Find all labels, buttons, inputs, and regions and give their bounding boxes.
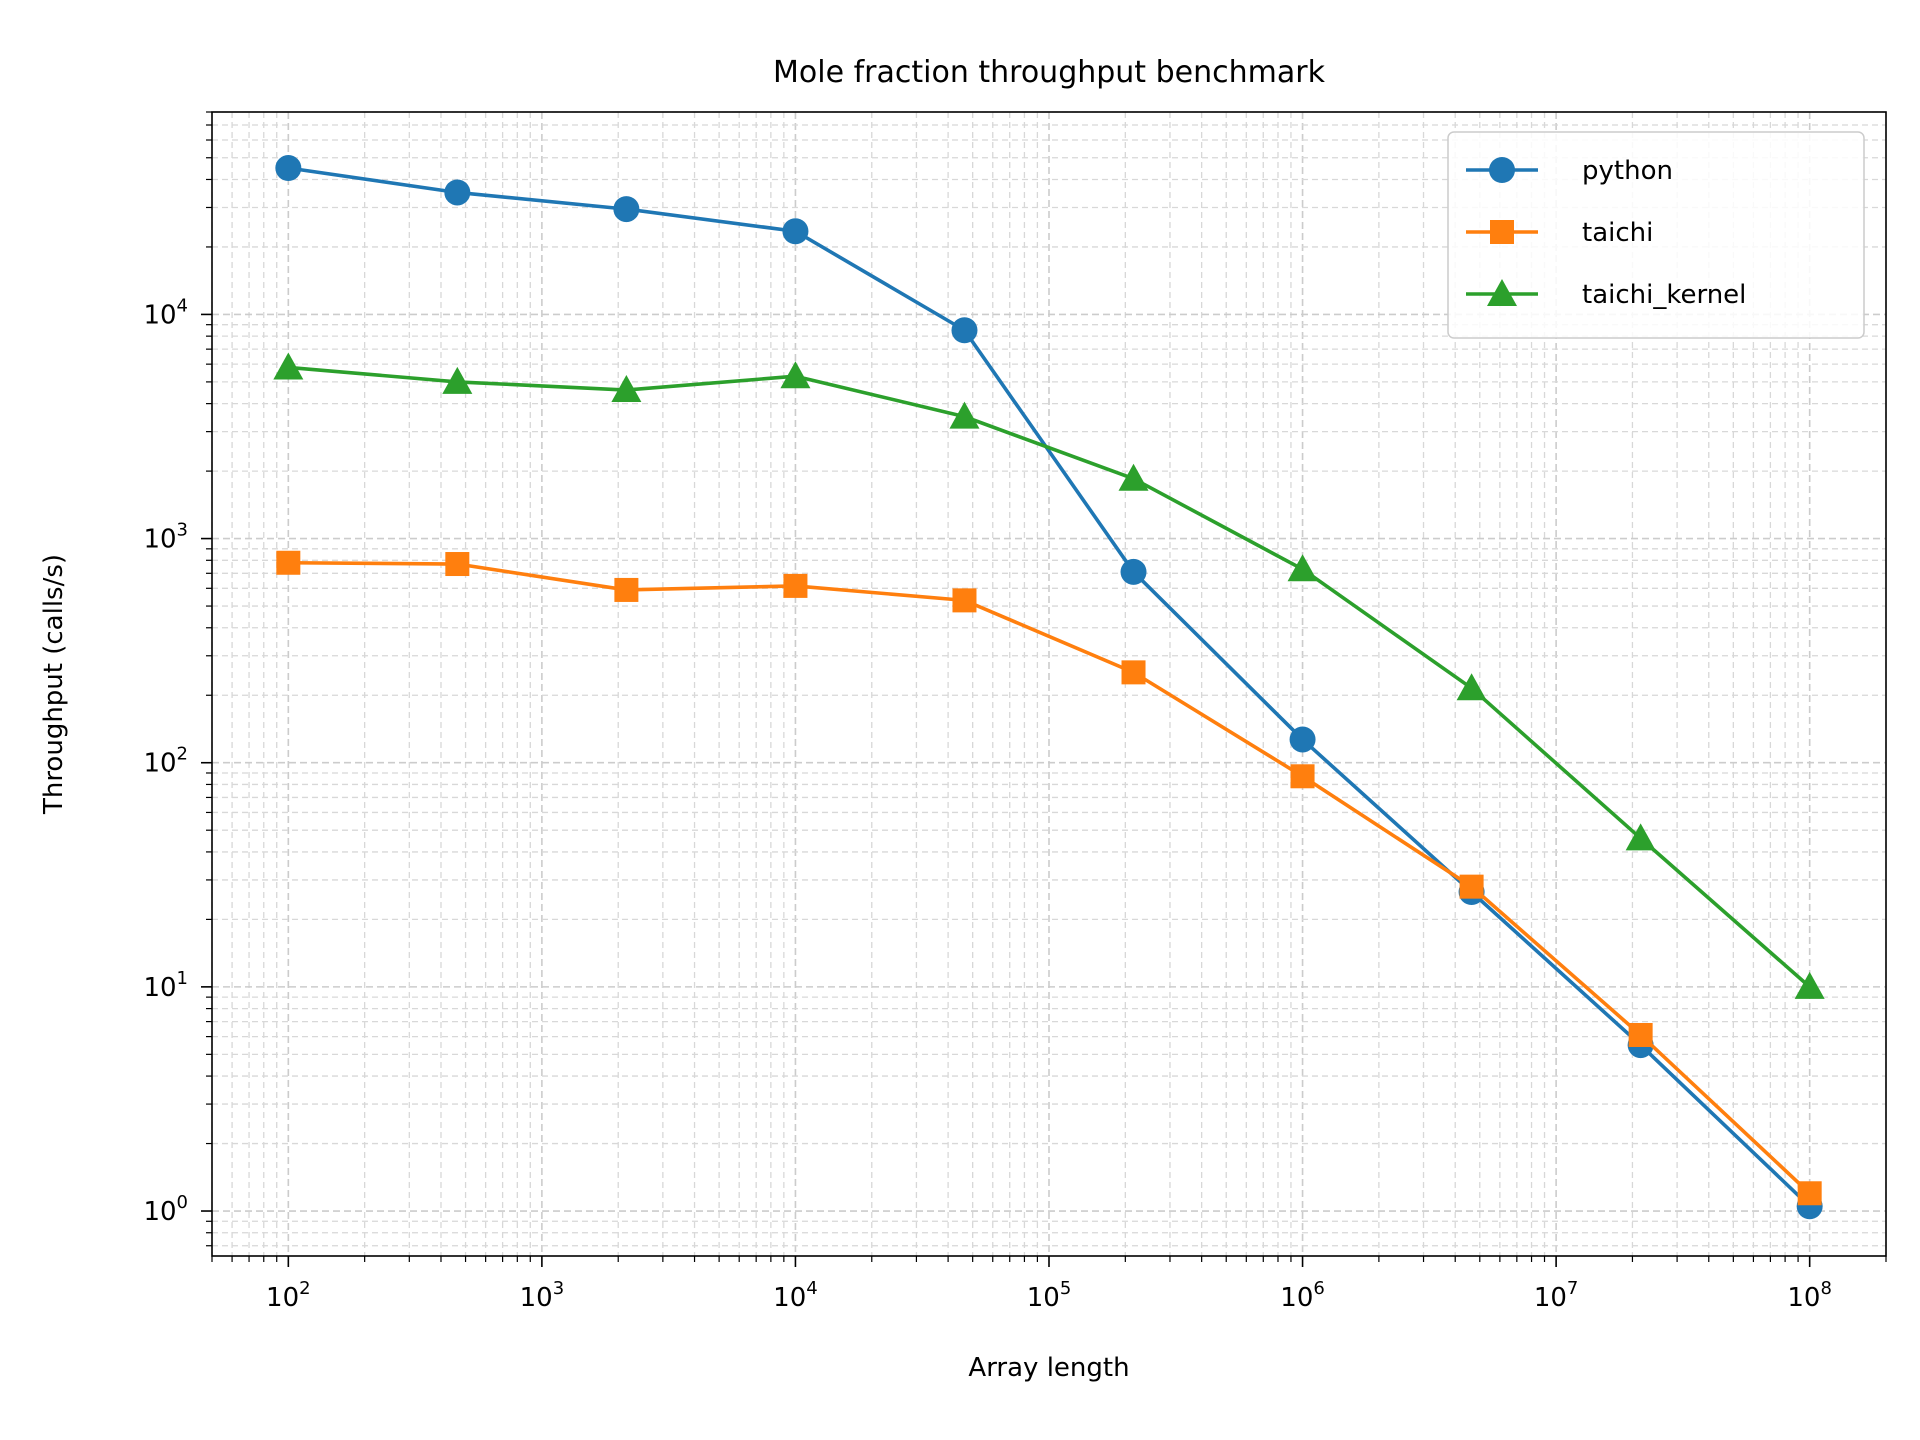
data-point <box>613 196 640 223</box>
data-point <box>1456 673 1487 701</box>
data-point <box>276 550 301 575</box>
data-point <box>1287 554 1318 582</box>
x-tick-label: 102 <box>266 1278 311 1313</box>
legend-item-python: python <box>1466 156 1673 186</box>
legend-marker <box>1490 220 1514 244</box>
data-point <box>1625 823 1656 851</box>
data-point <box>1289 726 1316 753</box>
legend-label: python <box>1582 156 1673 186</box>
legend-box <box>1447 131 1865 339</box>
data-point <box>780 361 811 389</box>
y-tick-label: 102 <box>143 744 188 779</box>
data-point <box>445 552 470 577</box>
ticks-layer: 102 103 104 105 106 107 108 100 101 102 103 104 <box>143 111 1887 1313</box>
data-point <box>442 366 473 394</box>
data-point <box>1797 1181 1822 1206</box>
data-point <box>1628 1022 1653 1047</box>
x-tick-label: 105 <box>1027 1278 1072 1313</box>
data-point <box>1459 874 1484 899</box>
x-tick-label: 106 <box>1280 1278 1325 1313</box>
y-tick-label: 104 <box>143 295 188 330</box>
data-point <box>444 179 471 206</box>
data-point <box>1290 764 1315 789</box>
legend: python taichi taichi_kernel <box>1447 131 1865 339</box>
y-axis-label: Throughput (calls/s) <box>39 554 69 815</box>
x-tick-label: 107 <box>1534 1278 1579 1313</box>
x-axis-label: Array length <box>968 1353 1129 1383</box>
x-tick-label: 104 <box>773 1278 818 1313</box>
data-point <box>614 577 639 602</box>
data-point <box>783 573 808 598</box>
legend-item-taichi-kernel: taichi_kernel <box>1466 279 1746 310</box>
legend-item-taichi: taichi <box>1466 218 1653 248</box>
series-line <box>288 560 1811 1195</box>
data-point <box>275 155 302 182</box>
legend-marker <box>1489 157 1515 183</box>
data-point <box>273 352 304 380</box>
data-point <box>949 401 980 429</box>
series-line <box>288 166 1811 1208</box>
chart-title: Mole fraction throughput benchmark <box>773 55 1326 90</box>
x-tick-label: 103 <box>520 1278 565 1313</box>
data-point <box>952 588 977 613</box>
legend-label: taichi_kernel <box>1582 280 1746 310</box>
series-line <box>288 365 1811 989</box>
y-tick-label: 103 <box>143 520 188 555</box>
data-point <box>951 317 978 344</box>
y-tick-label: 101 <box>143 968 188 1003</box>
data-point <box>1121 660 1146 685</box>
legend-label: taichi <box>1582 218 1653 248</box>
x-tick-label: 108 <box>1787 1278 1832 1313</box>
series-taichi <box>276 550 1822 1206</box>
data-point <box>611 375 642 403</box>
data-point <box>782 218 809 245</box>
legend-marker <box>1487 279 1517 306</box>
data-point <box>1120 558 1147 585</box>
y-tick-label: 100 <box>143 1192 188 1227</box>
series-layer <box>273 155 1825 1220</box>
data-point <box>1118 463 1149 491</box>
series-taichi-kernel <box>273 352 1825 999</box>
data-point <box>1794 971 1825 999</box>
